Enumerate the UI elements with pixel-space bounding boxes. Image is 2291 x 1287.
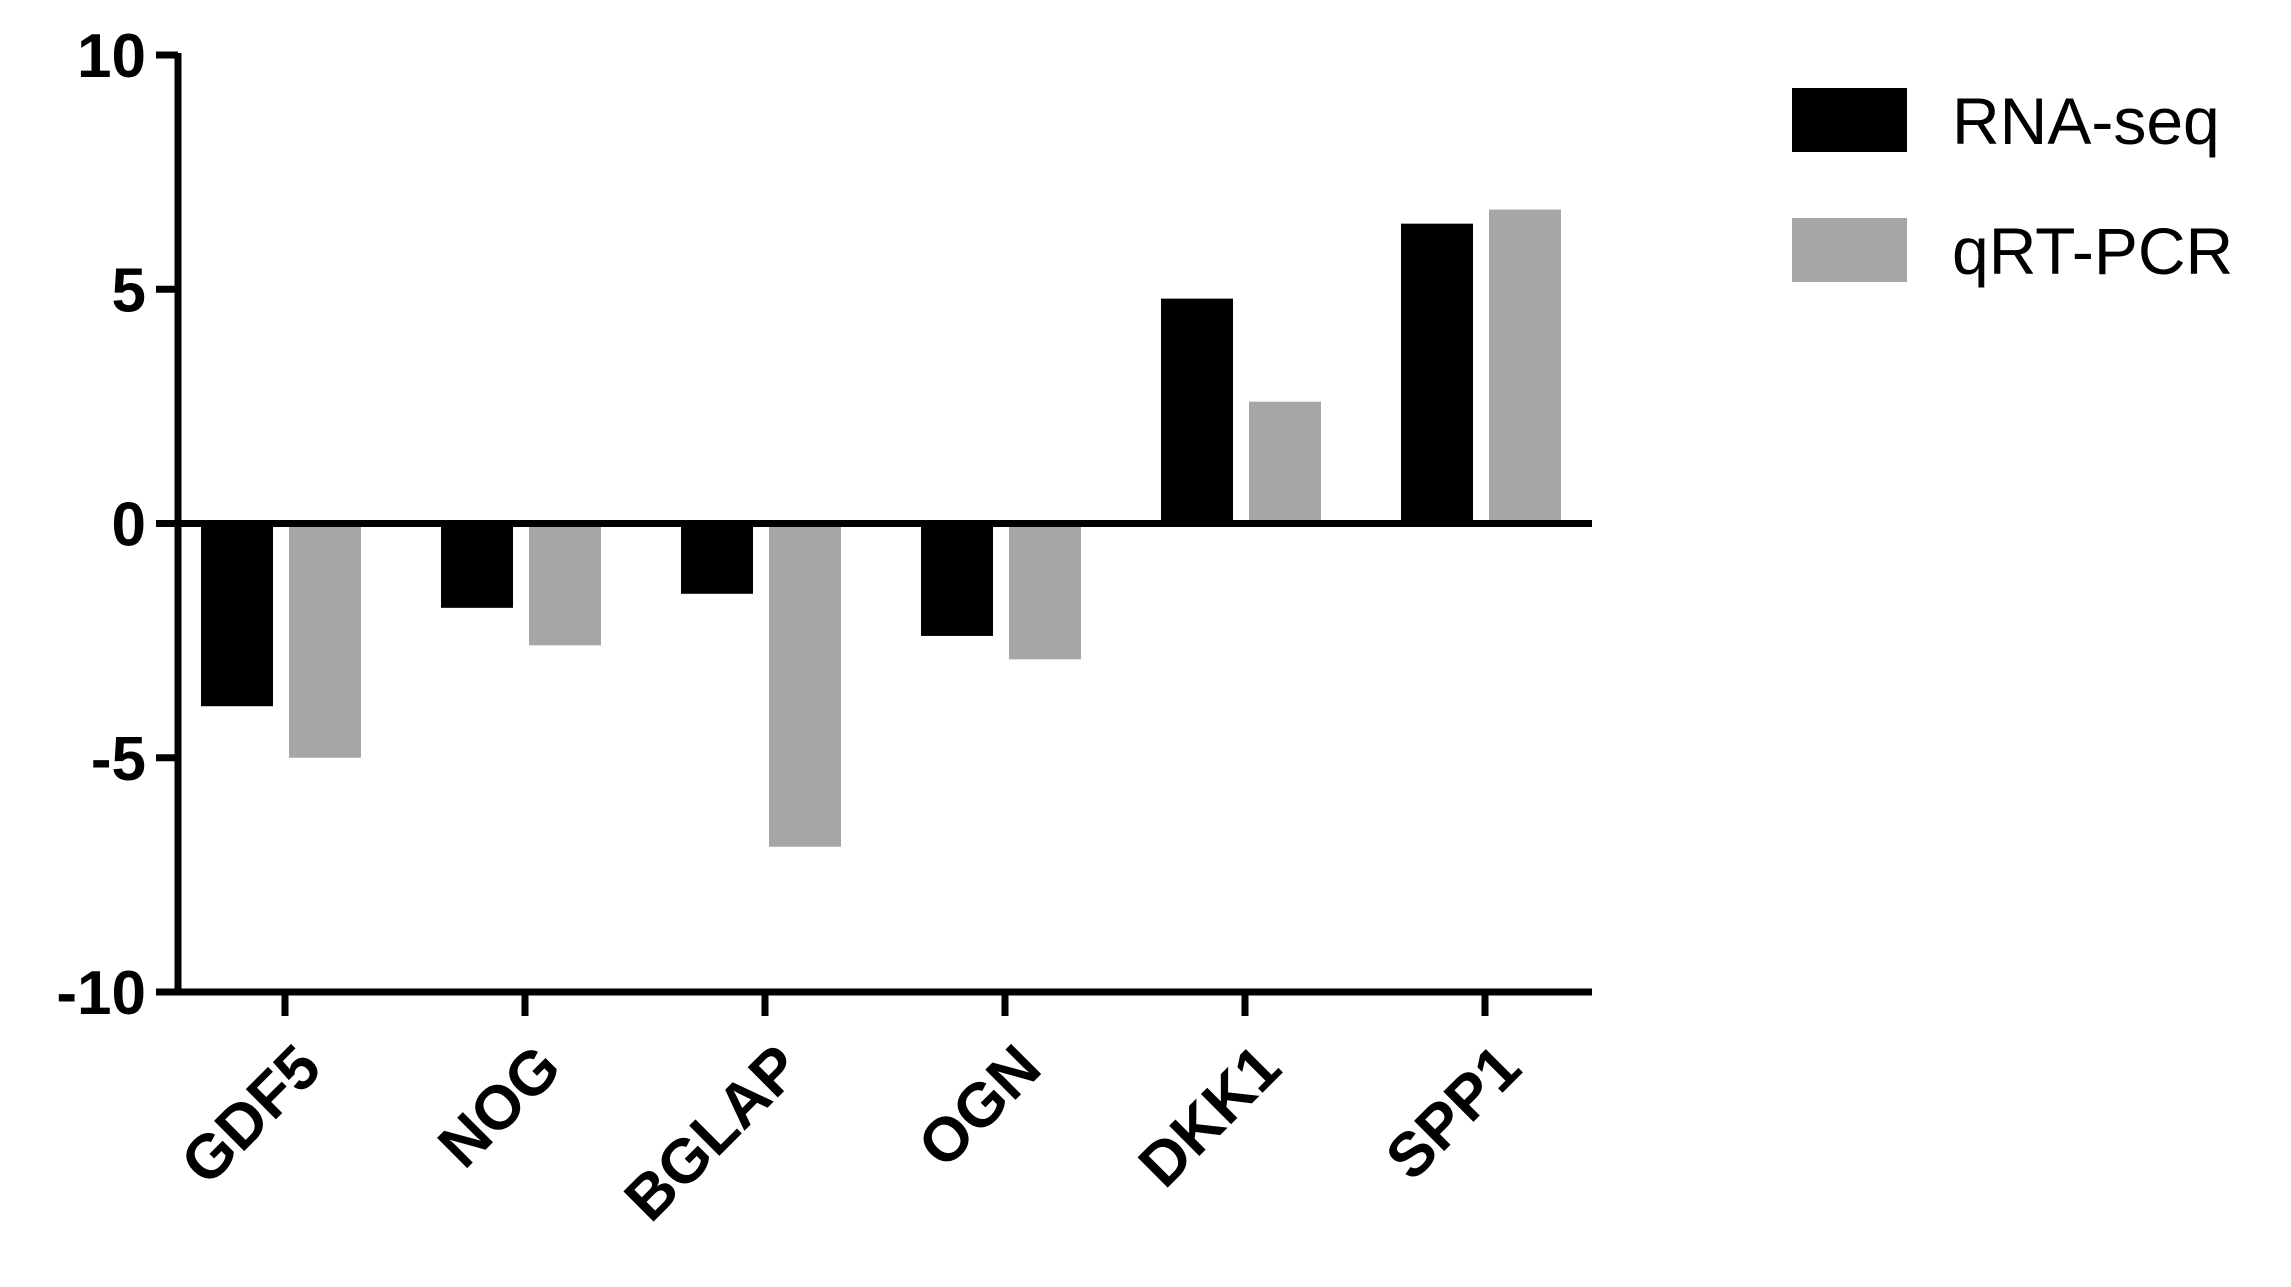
bar-rna-seq-dkk1 — [1161, 298, 1233, 524]
legend-label-rna-seq: RNA-seq — [1952, 84, 2220, 158]
legend-label-qrt-pcr: qRT-PCR — [1952, 214, 2233, 288]
x-tick-label-ogn: OGN — [905, 1032, 1054, 1181]
bar-qrt-pcr-bglap — [769, 523, 841, 847]
x-tick-label-dkk1: DKK1 — [1126, 1032, 1294, 1200]
bar-rna-seq-gdf5 — [201, 523, 273, 707]
bar-qrt-pcr-gdf5 — [289, 523, 361, 758]
legend-swatch-rna-seq — [1792, 88, 1907, 152]
legend: RNA-seq qRT-PCR — [1792, 84, 2233, 288]
x-tick-label-spp1: SPP1 — [1373, 1032, 1534, 1193]
bars-layer — [201, 209, 1561, 847]
bar-qrt-pcr-dkk1 — [1249, 401, 1321, 524]
y-tick-label: -10 — [56, 959, 146, 1028]
x-tick-label-nog: NOG — [425, 1032, 574, 1181]
bar-rna-seq-ogn — [921, 523, 993, 636]
y-tick-label: 10 — [77, 22, 146, 91]
bar-rna-seq-nog — [441, 523, 513, 608]
y-tick-label: 5 — [112, 256, 146, 325]
x-tick-label-bglap: BGLAP — [612, 1032, 814, 1234]
bar-qrt-pcr-ogn — [1009, 523, 1081, 660]
bar-qrt-pcr-spp1 — [1489, 209, 1561, 524]
legend-swatch-qrt-pcr — [1792, 218, 1907, 282]
y-tick-label: -5 — [91, 725, 146, 794]
x-tick-label-gdf5: GDF5 — [168, 1032, 334, 1198]
y-tick-label: 0 — [112, 491, 146, 560]
bar-rna-seq-bglap — [681, 523, 753, 594]
bar-qrt-pcr-nog — [529, 523, 601, 646]
bar-rna-seq-spp1 — [1401, 223, 1473, 524]
